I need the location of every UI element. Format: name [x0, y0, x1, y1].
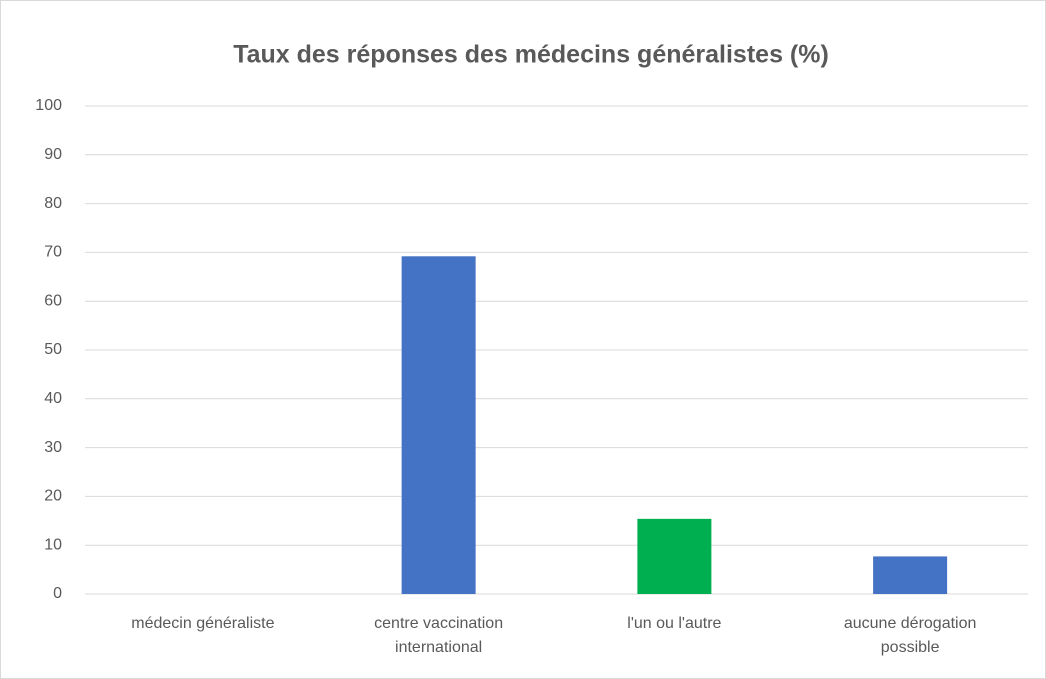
y-tick-label: 40 — [44, 390, 62, 407]
y-tick-label: 0 — [53, 585, 62, 602]
y-tick-label: 70 — [44, 244, 62, 261]
y-tick-label: 50 — [44, 341, 62, 358]
x-tick-label: centre vaccination international — [374, 615, 504, 656]
y-tick-label: 80 — [44, 195, 62, 212]
y-tick-label: 30 — [44, 439, 62, 456]
y-tick-label: 60 — [44, 292, 62, 309]
y-tick-label: 100 — [35, 97, 62, 114]
x-tick-label: médecin généraliste — [131, 615, 275, 632]
y-tick-label: 90 — [44, 146, 62, 163]
bar — [637, 518, 712, 594]
bar — [401, 256, 476, 594]
y-tick-label: 10 — [44, 536, 62, 553]
y-tick-label: 20 — [44, 488, 62, 505]
x-tick-label: aucune dérogation possible — [843, 615, 977, 656]
bar — [873, 556, 948, 594]
chart-title: Taux des réponses des médecins généralis… — [233, 41, 829, 69]
x-tick-label: l'un ou l'autre — [627, 615, 722, 632]
